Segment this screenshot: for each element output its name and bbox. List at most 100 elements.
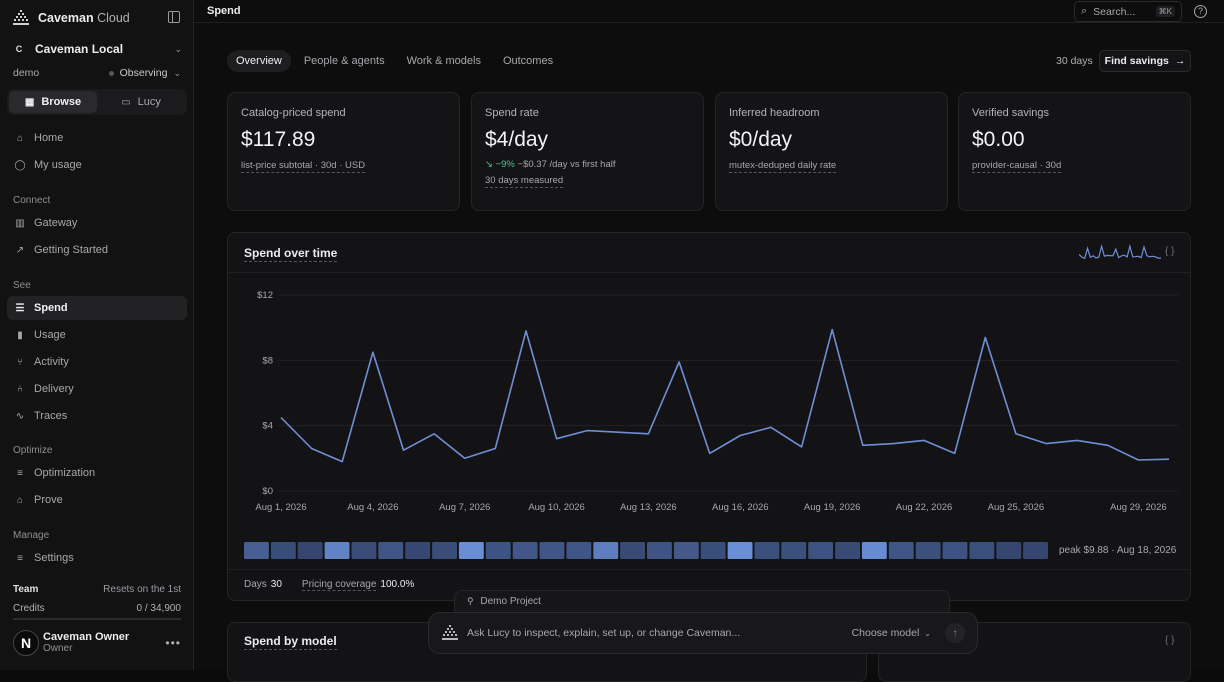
ask-lucy-input[interactable]: Ask Lucy to inspect, explain, set up, or… bbox=[467, 627, 741, 639]
avatar: N bbox=[13, 630, 39, 656]
heatmap-cell bbox=[861, 542, 887, 559]
peak-label: peak $9.88 · Aug 18, 2026 bbox=[1059, 545, 1177, 556]
y-tick-label: $12 bbox=[257, 290, 273, 301]
user-menu[interactable]: N Caveman Owner Owner ••• bbox=[13, 628, 181, 658]
rocket-icon: ↗ bbox=[15, 244, 25, 256]
data-point bbox=[862, 444, 864, 446]
sidebar-item-usage[interactable]: ▮ Usage bbox=[7, 323, 187, 347]
sidebar-collapse-icon[interactable] bbox=[168, 11, 180, 23]
find-savings-button[interactable]: Find savings → bbox=[1099, 50, 1191, 72]
org-switcher[interactable]: C Caveman Local ⌄ bbox=[12, 40, 182, 58]
sidebar-item-delivery[interactable]: ⑃ Delivery bbox=[7, 377, 187, 401]
heatmap-cell bbox=[700, 542, 726, 559]
tab-overview[interactable]: Overview bbox=[227, 50, 291, 72]
data-point bbox=[1045, 442, 1047, 444]
data-point bbox=[617, 431, 619, 433]
project-name: Demo Project bbox=[480, 596, 541, 607]
sidebar-item-getting-started[interactable]: ↗ Getting Started bbox=[7, 238, 187, 262]
heatmap-cell bbox=[432, 542, 457, 559]
observing-status[interactable]: Observing bbox=[119, 67, 168, 79]
heatmap-cell bbox=[969, 542, 995, 559]
tab-outcomes[interactable]: Outcomes bbox=[502, 55, 554, 67]
heatmap-cell bbox=[405, 542, 431, 559]
data-point bbox=[647, 433, 649, 435]
sidebar: Caveman Cloud C Caveman Local ⌄ demo Obs… bbox=[0, 0, 194, 670]
data-point bbox=[464, 457, 466, 459]
heatmap-cell bbox=[835, 542, 860, 559]
data-point bbox=[984, 336, 986, 338]
brand[interactable]: Caveman Cloud bbox=[12, 8, 182, 28]
coverage-value: 100.0% bbox=[380, 579, 415, 590]
sidebar-item-gateway[interactable]: ▥ Gateway bbox=[7, 211, 187, 235]
user-role: Owner bbox=[43, 643, 73, 654]
kpi-value: $0.00 bbox=[972, 128, 1025, 151]
kpi-value: $117.89 bbox=[241, 128, 316, 151]
json-view-icon[interactable]: { } bbox=[1165, 635, 1175, 646]
y-tick-label: $8 bbox=[262, 355, 273, 366]
sidebar-item-home[interactable]: ⌂ Home bbox=[7, 126, 187, 150]
x-tick-label: Aug 10, 2026 bbox=[528, 502, 585, 513]
data-point bbox=[402, 449, 404, 451]
pulse-icon: ∿ bbox=[15, 410, 25, 422]
kpi-value: $0/day bbox=[729, 128, 793, 151]
sidebar-item-activity[interactable]: ⑂ Activity bbox=[7, 350, 187, 374]
main-content: Spend ⌕ Search... ⌘K ? Overview People &… bbox=[194, 0, 1224, 682]
data-point bbox=[739, 434, 741, 436]
sidebar-item-spend[interactable]: ☰ Spend bbox=[7, 296, 187, 320]
kpi-subtitle[interactable]: mutex-deduped daily rate bbox=[729, 160, 837, 173]
browse-mode-button[interactable]: ▦ Browse bbox=[9, 91, 97, 113]
data-point bbox=[280, 416, 282, 418]
building-icon: ▥ bbox=[15, 217, 25, 229]
kpi-title: Verified savings bbox=[972, 107, 1050, 119]
lucy-mode-button[interactable]: ▭ Lucy bbox=[97, 91, 185, 113]
model-selector[interactable]: Choose model ⌄ bbox=[852, 627, 931, 639]
heatmap-cell bbox=[485, 542, 511, 559]
days-label: Days bbox=[244, 579, 267, 590]
chevron-down-icon[interactable]: ⌄ bbox=[173, 67, 181, 78]
tab-bar: Overview People & agents Work & models O… bbox=[227, 50, 566, 72]
heatmap-cell bbox=[566, 542, 592, 559]
kpi-subtitle[interactable]: 30 days measured bbox=[485, 175, 564, 188]
date-range[interactable]: 30 days bbox=[1056, 55, 1093, 67]
sparkline-series bbox=[1079, 243, 1161, 260]
sidebar-item-traces[interactable]: ∿ Traces bbox=[7, 404, 187, 428]
x-tick-label: Aug 22, 2026 bbox=[896, 502, 953, 513]
kpi-delta: ↘ −9% −$0.37 /day vs first half bbox=[485, 159, 690, 170]
sidebar-item-optimization[interactable]: ≡ Optimization bbox=[7, 461, 187, 485]
data-point bbox=[433, 433, 435, 435]
search-button[interactable]: ⌕ Search... ⌘K bbox=[1074, 1, 1182, 22]
tab-people-agents[interactable]: People & agents bbox=[303, 55, 385, 67]
chevron-down-icon: ⌄ bbox=[924, 629, 931, 638]
heatmap-cell bbox=[324, 542, 350, 559]
ask-lucy-bar[interactable]: Ask Lucy to inspect, explain, set up, or… bbox=[428, 612, 978, 654]
days-value: 30 bbox=[270, 579, 282, 590]
heatmap-cell bbox=[351, 542, 377, 559]
heatmap-cell bbox=[996, 542, 1022, 559]
team-row: Team Resets on the 1st bbox=[13, 584, 181, 595]
more-icon[interactable]: ••• bbox=[165, 636, 181, 650]
kpi-subtitle[interactable]: provider-causal · 30d bbox=[972, 160, 1062, 173]
sidebar-item-label: Traces bbox=[34, 410, 68, 422]
app-name: Caveman Cloud bbox=[38, 11, 130, 25]
card-title[interactable]: Spend by model bbox=[244, 634, 337, 650]
tab-work-models[interactable]: Work & models bbox=[406, 55, 481, 67]
help-icon[interactable]: ? bbox=[1194, 5, 1207, 18]
sidebar-item-settings[interactable]: ≡ Settings bbox=[7, 546, 187, 570]
sidebar-item-prove[interactable]: ⌂ Prove bbox=[7, 488, 187, 512]
card-title[interactable]: Spend over time bbox=[244, 246, 338, 262]
status-dot-icon bbox=[108, 70, 114, 76]
data-point bbox=[372, 351, 374, 353]
project-chip[interactable]: ⚲ Demo Project bbox=[454, 590, 950, 614]
json-view-icon[interactable]: { } bbox=[1165, 246, 1175, 257]
kpi-subtitle[interactable]: list-price subtotal · 30d · USD bbox=[241, 160, 366, 173]
heatmap-cell bbox=[378, 542, 404, 559]
x-tick-label: Aug 1, 2026 bbox=[255, 502, 306, 513]
data-point bbox=[831, 328, 833, 330]
coverage-label[interactable]: Pricing coverage bbox=[301, 579, 377, 591]
settings-sliders-icon: ≡ bbox=[17, 552, 23, 564]
sidebar-item-my-usage[interactable]: ◯ My usage bbox=[7, 153, 187, 177]
mode-switch: ▦ Browse ▭ Lucy bbox=[7, 89, 187, 115]
sparkline-thumbnail[interactable] bbox=[1079, 241, 1161, 263]
daily-heatmap-strip bbox=[244, 542, 1048, 559]
send-icon[interactable]: ↑ bbox=[945, 623, 965, 643]
